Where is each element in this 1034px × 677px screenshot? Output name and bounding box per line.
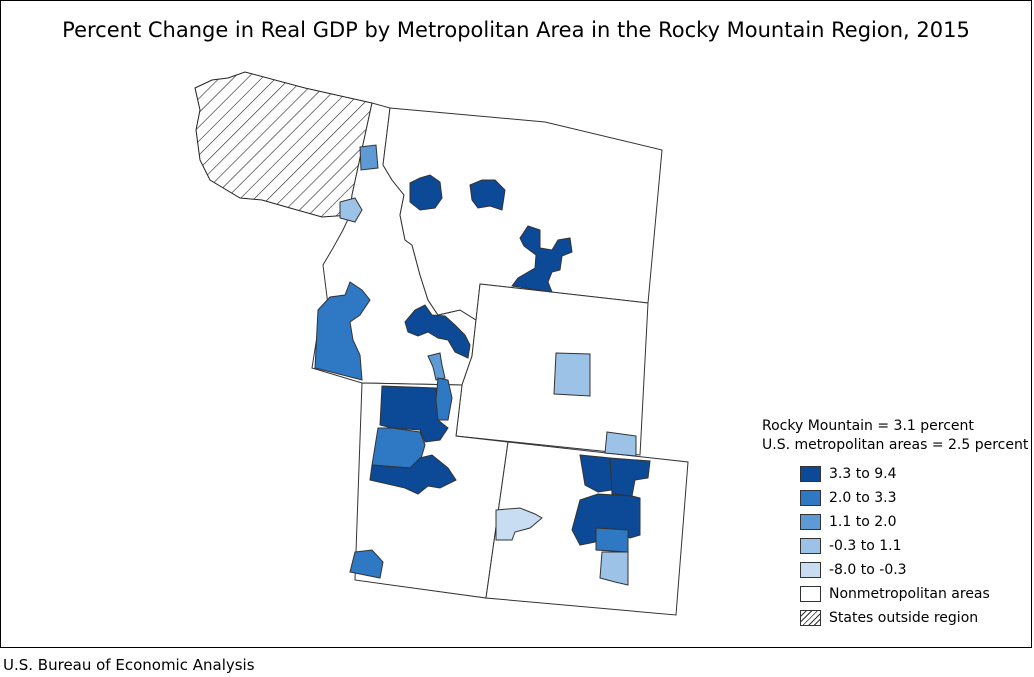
legend-swatch-hatched — [800, 610, 821, 626]
legend-label: States outside region — [829, 610, 979, 626]
legend-label: 3.3 to 9.4 — [829, 466, 897, 482]
legend-swatch — [800, 562, 821, 578]
metro-st-george — [349, 549, 384, 579]
metro-billings — [511, 225, 573, 293]
legend-swatch — [800, 586, 821, 602]
region-summary-text: Rocky Mountain = 3.1 percent — [762, 418, 974, 434]
map-title: Percent Change in Real GDP by Metropolit… — [62, 18, 970, 42]
metro-pocatello — [427, 352, 446, 381]
legend-label: Nonmetropolitan areas — [829, 586, 990, 602]
legend-label: -8.0 to -0.3 — [829, 562, 907, 578]
map-legend: Rocky Mountain = 3.1 percent U.S. metrop… — [762, 417, 1028, 630]
metro-great-falls — [469, 179, 506, 211]
legend-label: 2.0 to 3.3 — [829, 490, 897, 506]
legend-item: -0.3 to 1.1 — [762, 534, 1028, 558]
legend-item: 1.1 to 2.0 — [762, 510, 1028, 534]
legend-item: 3.3 to 9.4 — [762, 462, 1028, 486]
legend-swatch — [800, 490, 821, 506]
us-summary-text: U.S. metropolitan areas = 2.5 percent — [762, 437, 1029, 453]
legend-label: 1.1 to 2.0 — [829, 514, 897, 530]
legend-item: Nonmetropolitan areas — [762, 582, 1028, 606]
legend-item: -8.0 to -0.3 — [762, 558, 1028, 582]
legend-item: 2.0 to 3.3 — [762, 486, 1028, 510]
metro-fort-collins — [579, 454, 613, 493]
region-map — [194, 71, 689, 616]
metro-idaho-falls — [404, 304, 471, 359]
metro-missoula — [409, 174, 443, 211]
metro-casper — [553, 352, 591, 397]
metro-provo — [369, 454, 457, 495]
metro-lewiston — [339, 197, 363, 223]
legend-summary: Rocky Mountain = 3.1 percent U.S. metrop… — [762, 417, 1028, 455]
wyoming-state — [455, 283, 649, 456]
legend-label: -0.3 to 1.1 — [829, 538, 902, 554]
legend-item: States outside region — [762, 606, 1028, 630]
metro-logan — [435, 377, 453, 421]
metro-colorado-springs — [595, 527, 629, 553]
washington-state — [194, 71, 373, 218]
metro-boise — [314, 281, 371, 381]
montana-state — [382, 107, 663, 321]
metro-pueblo — [599, 551, 629, 586]
source-credit: U.S. Bureau of Economic Analysis — [3, 656, 255, 674]
legend-swatch — [800, 514, 821, 530]
metro-greeley — [609, 457, 651, 497]
legend-swatch — [800, 466, 821, 482]
metro-cheyenne — [604, 431, 637, 457]
metro-grand-junction — [495, 507, 543, 541]
metro-coeur-dalene — [359, 144, 379, 171]
legend-swatch — [800, 538, 821, 554]
